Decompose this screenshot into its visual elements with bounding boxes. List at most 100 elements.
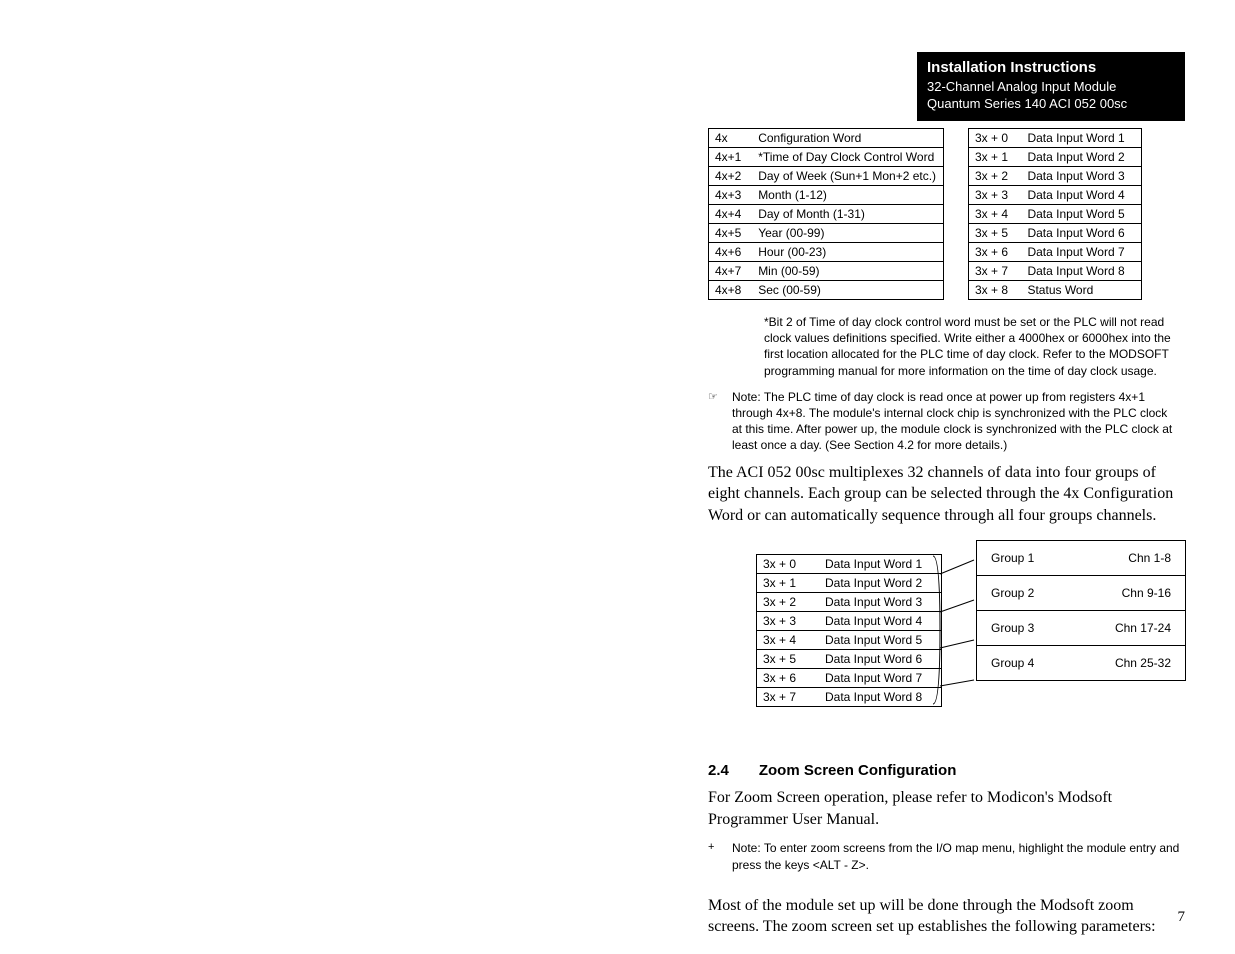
description-cell: Data Input Word 3: [1021, 167, 1141, 186]
description-cell: Data Input Word 2: [1021, 148, 1141, 167]
register-cell: 4x+6: [709, 243, 753, 262]
multiplex-diagram: 3x + 0Data Input Word 13x + 1Data Input …: [708, 540, 1190, 730]
channel-range: Chn 17-24: [1115, 621, 1171, 635]
register-cell: 4x+7: [709, 262, 753, 281]
register-cell: 4x+5: [709, 224, 753, 243]
register-cell: 4x+8: [709, 281, 753, 300]
channel-range: Chn 9-16: [1122, 586, 1171, 600]
register-cell: 4x: [709, 129, 753, 148]
register-cell: 3x + 6: [757, 669, 820, 688]
table-row: 4xConfiguration Word: [709, 129, 944, 148]
table-row: 3x + 0Data Input Word 1: [969, 129, 1142, 148]
description-cell: Data Input Word 8: [1021, 262, 1141, 281]
register-cell: 3x + 6: [969, 243, 1022, 262]
description-cell: Data Input Word 1: [1021, 129, 1141, 148]
plus-icon: +: [708, 840, 732, 872]
register-cell: 3x + 0: [757, 555, 820, 574]
register-cell: 4x+1: [709, 148, 753, 167]
paragraph-zoom-ref: For Zoom Screen operation, please refer …: [708, 787, 1186, 830]
table-row: 3x + 1Data Input Word 2: [969, 148, 1142, 167]
table-4x: 4xConfiguration Word4x+1*Time of Day Clo…: [708, 128, 944, 300]
table-row: 4x+1*Time of Day Clock Control Word: [709, 148, 944, 167]
table-row: 4x+4Day of Month (1-31): [709, 205, 944, 224]
mux-group-table: Group 1Chn 1-8Group 2Chn 9-16 Group 3 Chn …: [976, 540, 1186, 681]
description-cell: Data Input Word 5: [819, 631, 942, 650]
group-row: Group 4 Chn 25-32: [977, 646, 1185, 680]
group-label: Group 3: [991, 621, 1034, 635]
description-cell: Data Input Word 1: [819, 555, 942, 574]
note-label: Note:: [732, 841, 761, 855]
group-label: Group 4: [991, 656, 1034, 670]
table-row: 3x + 2Data Input Word 3: [757, 593, 942, 612]
table-row: 3x + 3Data Input Word 4: [969, 186, 1142, 205]
page-number: 7: [1178, 909, 1186, 926]
table-row: 3x + 2Data Input Word 3: [969, 167, 1142, 186]
register-cell: 3x + 2: [969, 167, 1022, 186]
group-row: Group 2Chn 9-16: [977, 576, 1185, 611]
table-row: 3x + 6Data Input Word 7: [757, 669, 942, 688]
register-cell: 3x + 5: [757, 650, 820, 669]
channel-range: Chn 25-32: [1115, 656, 1171, 670]
note-zoom-keys: + Note: To enter zoom screens from the I…: [708, 840, 1190, 872]
description-cell: Sec (00-59): [752, 281, 943, 300]
description-cell: Data Input Word 4: [1021, 186, 1141, 205]
register-cell: 3x + 5: [969, 224, 1022, 243]
table-row: 3x + 4Data Input Word 5: [969, 205, 1142, 224]
table-row: 3x + 3Data Input Word 4: [757, 612, 942, 631]
description-cell: Data Input Word 4: [819, 612, 942, 631]
table-row: 3x + 8Status Word: [969, 281, 1142, 300]
table-row: 4x+2Day of Week (Sun+1 Mon+2 etc.): [709, 167, 944, 186]
table-row: 3x + 1Data Input Word 2: [757, 574, 942, 593]
register-cell: 3x + 7: [757, 688, 820, 707]
table-row: 3x + 6Data Input Word 7: [969, 243, 1142, 262]
register-cell: 3x + 3: [757, 612, 820, 631]
channel-range: Chn 1-8: [1128, 551, 1171, 565]
table-row: 3x + 7Data Input Word 8: [969, 262, 1142, 281]
section-heading: 2.4 Zoom Screen Configuration: [708, 762, 1190, 779]
description-cell: Data Input Word 2: [819, 574, 942, 593]
description-cell: Data Input Word 6: [819, 650, 942, 669]
paragraph-setup: Most of the module set up will be done t…: [708, 895, 1186, 938]
register-cell: 4x+2: [709, 167, 753, 186]
description-cell: Data Input Word 8: [819, 688, 942, 707]
note-text: To enter zoom screens from the I/O map m…: [732, 841, 1179, 871]
table-row: 4x+5Year (00-99): [709, 224, 944, 243]
header-title: Installation Instructions: [927, 58, 1175, 78]
register-cell: 3x + 7: [969, 262, 1022, 281]
group-row: Group 1Chn 1-8: [977, 541, 1185, 576]
register-cell: 3x + 0: [969, 129, 1022, 148]
group-row: Group 3 Chn 17-24: [977, 611, 1185, 646]
paragraph-multiplex: The ACI 052 00sc multiplexes 32 channels…: [708, 462, 1186, 527]
description-cell: Day of Month (1-31): [752, 205, 943, 224]
register-cell: 3x + 4: [969, 205, 1022, 224]
table-row: 3x + 0Data Input Word 1: [757, 555, 942, 574]
register-tables: 4xConfiguration Word4x+1*Time of Day Clo…: [708, 128, 1190, 300]
description-cell: Data Input Word 7: [819, 669, 942, 688]
register-cell: 3x + 2: [757, 593, 820, 612]
table-row: 3x + 5Data Input Word 6: [969, 224, 1142, 243]
table-row: 3x + 4Data Input Word 5: [757, 631, 942, 650]
register-cell: 3x + 3: [969, 186, 1022, 205]
description-cell: Data Input Word 6: [1021, 224, 1141, 243]
register-cell: 3x + 4: [757, 631, 820, 650]
description-cell: Data Input Word 7: [1021, 243, 1141, 262]
section-title: Zoom Screen Configuration: [759, 762, 957, 779]
description-cell: Data Input Word 3: [819, 593, 942, 612]
description-cell: Data Input Word 5: [1021, 205, 1141, 224]
description-cell: Year (00-99): [752, 224, 943, 243]
section-number: 2.4: [708, 762, 729, 779]
description-cell: Configuration Word: [752, 129, 943, 148]
header-subtitle-2: Quantum Series 140 ACI 052 00sc: [927, 95, 1175, 113]
register-cell: 3x + 1: [969, 148, 1022, 167]
mux-input-table: 3x + 0Data Input Word 13x + 1Data Input …: [756, 554, 942, 707]
note-label: Note:: [732, 390, 761, 404]
header-box: Installation Instructions 32-Channel Ana…: [917, 52, 1185, 121]
table-row: 4x+6Hour (00-23): [709, 243, 944, 262]
register-cell: 4x+4: [709, 205, 753, 224]
table-row: 3x + 7Data Input Word 8: [757, 688, 942, 707]
register-cell: 3x + 8: [969, 281, 1022, 300]
pointing-hand-icon: ☞: [708, 389, 732, 454]
table-row: 4x+3Month (1-12): [709, 186, 944, 205]
register-cell: 3x + 1: [757, 574, 820, 593]
register-cell: 4x+3: [709, 186, 753, 205]
